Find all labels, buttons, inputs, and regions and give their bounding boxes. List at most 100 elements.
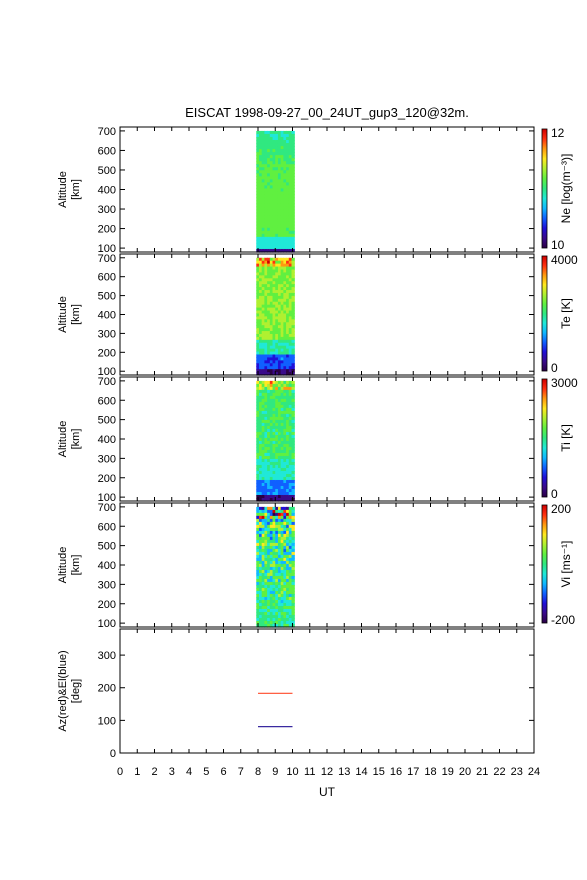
heatmap-cell <box>258 342 263 347</box>
heatmap-cell <box>277 170 282 174</box>
heatmap-cell <box>264 149 268 153</box>
heatmap-cell <box>258 275 263 279</box>
heatmap-cell <box>261 325 266 329</box>
heatmap-cell <box>264 425 268 430</box>
heatmap-cell <box>291 527 295 532</box>
heatmap-cell <box>264 584 268 589</box>
heatmap-cell <box>256 407 260 412</box>
heatmap-cell <box>264 431 268 436</box>
heatmap-cell <box>264 455 268 460</box>
heatmap-cell <box>256 354 260 359</box>
heatmap-cell <box>264 551 268 556</box>
heatmap-cell <box>267 146 271 150</box>
heatmap-cell <box>288 461 293 466</box>
heatmap-cell <box>258 170 263 174</box>
heatmap-cell <box>267 461 271 466</box>
heatmap-cell <box>286 194 290 199</box>
heatmap-cell <box>272 545 276 550</box>
heatmap-cell <box>256 566 260 571</box>
heatmap-cell <box>258 287 263 291</box>
heatmap-cell <box>280 272 284 276</box>
heatmap-cell <box>283 313 287 317</box>
heatmap-cell <box>258 521 263 526</box>
heatmap-cell <box>286 146 290 150</box>
heatmap-cell <box>272 410 276 415</box>
heatmap-cell <box>258 206 263 211</box>
heatmap-cell <box>288 136 293 141</box>
heatmap-cell <box>275 185 279 190</box>
heatmap-cell <box>280 152 284 156</box>
heatmap-cell <box>256 221 260 226</box>
heatmap-cell <box>269 167 274 171</box>
heatmap-cell <box>280 167 284 171</box>
heatmap-cell <box>277 372 282 376</box>
heatmap-cell <box>267 542 271 547</box>
heatmap-cell <box>267 560 271 565</box>
heatmap-cell <box>267 386 271 391</box>
heatmap-cell <box>288 515 293 520</box>
heatmap-cell <box>288 176 293 180</box>
heatmap-cell <box>275 440 279 445</box>
heatmap-cell <box>286 266 290 271</box>
heatmap-cell <box>272 136 276 141</box>
heatmap-cell <box>267 215 271 220</box>
heatmap-cell <box>286 521 290 526</box>
heatmap-cell <box>261 354 266 359</box>
heatmap-cell <box>283 363 287 367</box>
heatmap-cell <box>267 494 271 499</box>
heatmap-cell <box>283 605 287 610</box>
heatmap-cell <box>277 527 282 532</box>
heatmap-cell <box>277 392 282 397</box>
heatmap-cell <box>256 284 260 288</box>
heatmap-cell <box>283 136 287 141</box>
heatmap-cell <box>277 593 282 598</box>
y-tick-label: 600 <box>98 521 116 533</box>
heatmap-cell <box>269 133 274 138</box>
heatmap-cell <box>283 372 287 376</box>
heatmap-cell <box>288 584 293 589</box>
y-axis-label: Az(red)&El(blue)[deg] <box>57 650 82 731</box>
heatmap-cell <box>283 209 287 214</box>
heatmap-cell <box>256 620 260 625</box>
heatmap-cell <box>280 215 284 220</box>
heatmap-cell <box>269 336 274 341</box>
heatmap-cell <box>275 548 279 553</box>
heatmap-cell <box>275 470 279 475</box>
heatmap-cell <box>288 452 293 457</box>
heatmap-cell <box>256 428 260 433</box>
heatmap-cell <box>283 401 287 406</box>
heatmap-cell <box>264 179 268 183</box>
heatmap-cell <box>272 133 276 138</box>
heatmap-cell <box>283 479 287 484</box>
heatmap-cell <box>280 440 284 445</box>
heatmap-cell <box>267 395 271 400</box>
heatmap-cell <box>264 569 268 574</box>
heatmap-cell <box>258 182 263 186</box>
heatmap-cell <box>291 269 295 274</box>
heatmap-cell <box>275 152 279 156</box>
heatmap-cell <box>291 398 295 403</box>
heatmap-cell <box>264 599 268 604</box>
heatmap-cell <box>288 230 293 235</box>
heatmap-cell <box>288 139 293 144</box>
heatmap-cell <box>272 590 276 595</box>
heatmap-cell <box>261 260 266 265</box>
heatmap-cell <box>256 557 260 562</box>
heatmap-cell <box>264 386 268 391</box>
heatmap-cell <box>272 281 276 285</box>
heatmap-cell <box>275 224 279 229</box>
heatmap-cell <box>269 491 274 496</box>
heatmap-cell <box>280 431 284 436</box>
heatmap-cell <box>261 167 266 171</box>
heatmap-cell <box>283 316 287 320</box>
heatmap-cell <box>277 269 282 274</box>
heatmap-cell <box>264 260 268 265</box>
heatmap-cell <box>261 363 266 367</box>
heatmap-cell <box>261 482 266 487</box>
heatmap-cell <box>280 136 284 141</box>
heatmap-cell <box>256 395 260 400</box>
heatmap-cell <box>277 473 282 478</box>
heatmap-cell <box>286 593 290 598</box>
heatmap-cell <box>269 509 274 514</box>
y-tick-label: 200 <box>98 599 116 611</box>
